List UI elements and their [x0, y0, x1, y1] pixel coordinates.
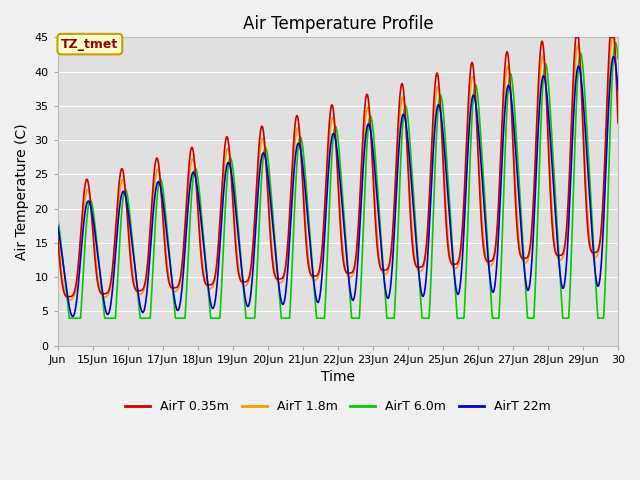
AirT 0.35m — [572, 35, 580, 40]
AirT 22m — [610, 54, 618, 60]
AirT 22m — [69, 313, 77, 319]
AirT 22m — [538, 75, 546, 81]
AirT 0.35m — [231, 232, 239, 238]
AirT 0.35m — [372, 223, 380, 229]
AirT 0.35m — [110, 249, 118, 255]
AirT 6.0m — [538, 90, 546, 96]
AirT 0.35m — [64, 294, 72, 300]
Text: TZ_tmet: TZ_tmet — [61, 37, 118, 50]
Line: AirT 1.8m: AirT 1.8m — [58, 37, 618, 300]
AirT 1.8m — [110, 257, 118, 263]
AirT 22m — [507, 91, 515, 97]
AirT 0.35m — [614, 120, 622, 126]
Line: AirT 6.0m: AirT 6.0m — [58, 43, 618, 318]
AirT 22m — [110, 271, 118, 276]
AirT 0.35m — [607, 35, 614, 40]
AirT 22m — [372, 178, 380, 183]
AirT 6.0m — [612, 40, 620, 46]
AirT 0.35m — [507, 90, 515, 96]
AirT 1.8m — [538, 54, 546, 60]
Y-axis label: Air Temperature (C): Air Temperature (C) — [15, 123, 29, 260]
AirT 22m — [231, 198, 239, 204]
AirT 6.0m — [507, 72, 515, 77]
AirT 6.0m — [231, 184, 239, 190]
Title: Air Temperature Profile: Air Temperature Profile — [243, 15, 433, 33]
AirT 0.35m — [54, 235, 61, 240]
AirT 22m — [606, 77, 614, 83]
AirT 0.35m — [538, 38, 546, 44]
AirT 1.8m — [507, 87, 515, 93]
AirT 6.0m — [54, 215, 61, 221]
X-axis label: Time: Time — [321, 370, 355, 384]
AirT 22m — [614, 87, 622, 93]
AirT 1.8m — [372, 210, 380, 216]
AirT 1.8m — [606, 53, 614, 59]
AirT 1.8m — [231, 221, 239, 227]
Legend: AirT 0.35m, AirT 1.8m, AirT 6.0m, AirT 22m: AirT 0.35m, AirT 1.8m, AirT 6.0m, AirT 2… — [120, 395, 556, 418]
AirT 6.0m — [110, 315, 118, 321]
AirT 22m — [54, 223, 61, 228]
AirT 6.0m — [372, 158, 380, 164]
AirT 1.8m — [66, 297, 74, 303]
AirT 6.0m — [614, 55, 622, 61]
AirT 1.8m — [614, 106, 622, 111]
Line: AirT 0.35m: AirT 0.35m — [58, 37, 618, 297]
AirT 6.0m — [65, 315, 73, 321]
AirT 1.8m — [609, 35, 616, 40]
AirT 6.0m — [606, 125, 614, 131]
AirT 1.8m — [54, 230, 61, 236]
Line: AirT 22m: AirT 22m — [58, 57, 618, 316]
